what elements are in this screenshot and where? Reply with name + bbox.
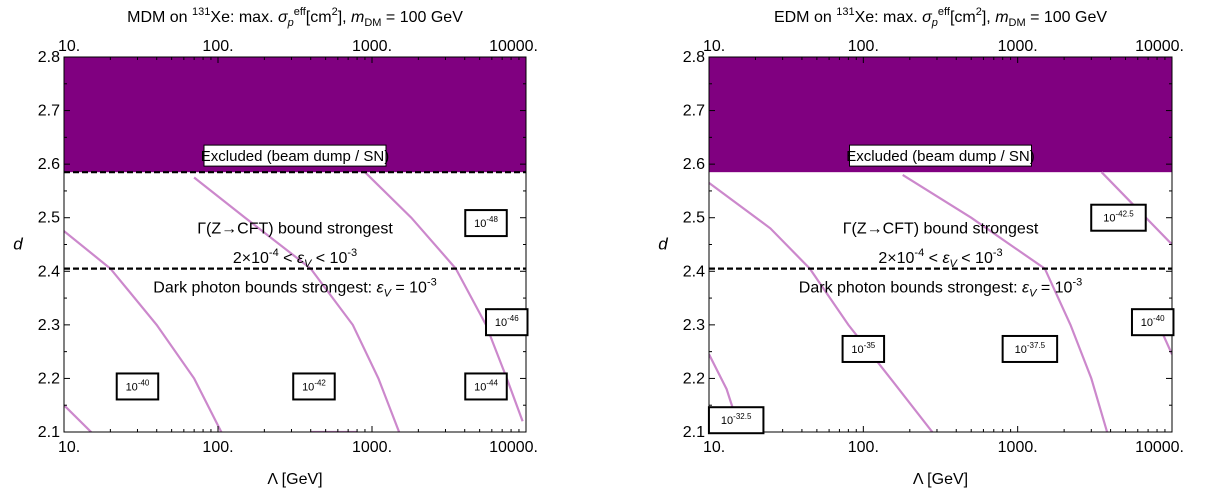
svg-text:10-42: 10-42	[302, 378, 326, 393]
contour-label: 10-32.5	[707, 406, 765, 435]
y-tick-label: 2.3	[683, 317, 705, 334]
x-tick-label-top: 10000.	[1135, 38, 1184, 55]
x-tick-label-top: 1000.	[998, 38, 1038, 55]
y-tick-label: 2.8	[38, 49, 60, 66]
svg-text:10-40: 10-40	[1141, 314, 1165, 329]
y-tick-label: 2.5	[38, 210, 60, 227]
x-tick-label: 10.	[703, 439, 725, 456]
excluded-region-label: Excluded (beam dump / SN)	[201, 148, 389, 165]
y-tick-label: 2.7	[683, 103, 705, 120]
contour-label: 10-44	[464, 372, 508, 401]
y-tick-label: 2.4	[38, 263, 60, 280]
y-tick-label: 2.5	[683, 210, 705, 227]
contour-label: 10-37.5	[1001, 334, 1059, 363]
plot-area	[709, 57, 1172, 432]
svg-text:10-42.5: 10-42.5	[1103, 210, 1134, 225]
contour-label: 10-48	[464, 209, 508, 238]
x-tick-label: 10.	[58, 439, 80, 456]
contour-line	[709, 182, 934, 432]
contour-label: 10-35	[841, 334, 886, 363]
x-tick-label-top: 1000.	[352, 38, 392, 55]
chart-title: MDM on 131Xe: max. σpeff[cm2], mDM = 100…	[127, 6, 463, 29]
x-tick-label-top: 100.	[848, 38, 879, 55]
excluded-region-label: Excluded (beam dump / SN)	[846, 148, 1034, 165]
contour-line	[902, 173, 1109, 432]
y-tick-label: 2.6	[38, 156, 60, 173]
y-tick-label: 2.8	[683, 49, 705, 66]
x-tick-label: 10000.	[1135, 439, 1184, 456]
svg-text:10-35: 10-35	[851, 341, 875, 356]
x-tick-label-top: 10.	[58, 38, 80, 55]
region-label-dark-photon: Dark photon bounds strongest: εV = 10-3	[153, 276, 436, 299]
contour-label: 10-42	[292, 372, 336, 401]
region-label-z-bound: Γ(Z→CFT) bound strongest	[843, 220, 1039, 237]
x-axis-label: Λ [GeV]	[913, 471, 968, 488]
svg-text:10-32.5: 10-32.5	[721, 412, 752, 427]
svg-text:10-44: 10-44	[474, 378, 498, 393]
svg-text:10-46: 10-46	[495, 314, 519, 329]
y-tick-label: 2.1	[38, 424, 60, 441]
x-tick-label-top: 10000.	[489, 38, 538, 55]
chart-panel-edm: 2.12.22.32.42.52.62.72.810.10.100.100.10…	[658, 6, 1184, 488]
x-tick-label-top: 10.	[703, 38, 725, 55]
svg-text:10-48: 10-48	[474, 215, 498, 230]
contour-label: 10-40	[115, 372, 160, 401]
svg-text:10-40: 10-40	[126, 378, 150, 393]
x-tick-label: 10000.	[489, 439, 538, 456]
contour-line	[364, 171, 524, 422]
contour-line	[64, 230, 223, 432]
y-tick-label: 2.4	[683, 263, 705, 280]
y-tick-label: 2.6	[683, 156, 705, 173]
y-tick-label: 2.2	[683, 370, 705, 387]
region-label-dark-photon: Dark photon bounds strongest: εV = 10-3	[799, 276, 1082, 299]
contour-label: 10-40	[1130, 308, 1175, 337]
y-axis-label: d	[13, 235, 23, 254]
contour-line	[193, 176, 401, 432]
y-tick-label: 2.2	[38, 370, 60, 387]
x-tick-label-top: 100.	[202, 38, 233, 55]
y-axis-label: d	[658, 235, 668, 254]
contour-label: 10-42.5	[1090, 203, 1147, 232]
contour-label: 10-46	[485, 308, 529, 337]
x-axis-label: Λ [GeV]	[267, 471, 322, 488]
x-tick-label: 100.	[848, 439, 879, 456]
x-tick-label: 1000.	[352, 439, 392, 456]
region-label-eps-range: 2×10-4 < εV < 10-3	[233, 247, 357, 270]
region-label-eps-range: 2×10-4 < εV < 10-3	[878, 247, 1002, 270]
contour-line	[64, 404, 92, 432]
y-tick-label: 2.1	[683, 424, 705, 441]
region-label-z-bound: Γ(Z→CFT) bound strongest	[197, 220, 393, 237]
x-tick-label: 1000.	[998, 439, 1038, 456]
chart-title: EDM on 131Xe: max. σpeff[cm2], mDM = 100…	[774, 6, 1107, 29]
y-tick-label: 2.3	[38, 317, 60, 334]
y-tick-label: 2.7	[38, 103, 60, 120]
x-tick-label: 100.	[202, 439, 233, 456]
chart-panel-mdm: 2.12.22.32.42.52.62.72.810.10.100.100.10…	[13, 6, 538, 488]
svg-text:10-37.5: 10-37.5	[1015, 341, 1046, 356]
